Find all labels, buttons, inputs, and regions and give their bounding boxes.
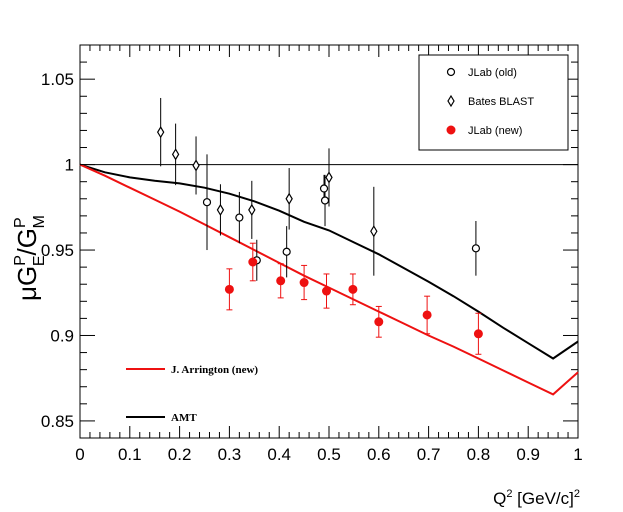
point-bates-blast (171, 148, 180, 161)
point-jlab-new (374, 317, 384, 327)
y-title-g1-sub: E (31, 255, 48, 266)
x-title-mid: [GeV/c] (512, 489, 573, 508)
curve-labels: J. Arrington (new) AMT (126, 364, 258, 424)
data-markers (156, 125, 483, 339)
x-tick-label: 0.7 (417, 445, 441, 464)
y-tick-label: 0.95 (41, 241, 74, 260)
x-tick-label: 0.8 (467, 445, 491, 464)
point-bates-blast (370, 225, 378, 238)
point-bates-blast (248, 203, 256, 217)
point-jlab-old (319, 184, 329, 193)
x-tick-label: 0.1 (118, 445, 142, 464)
x-tick-label: 0.6 (367, 445, 391, 464)
y-title-mu: μ (12, 286, 42, 301)
point-jlab-new (224, 284, 234, 294)
point-bates-blast (216, 203, 225, 217)
y-title-g2-sup: P (12, 217, 29, 228)
point-jlab-old (282, 247, 291, 256)
point-jlab-old (202, 198, 212, 207)
amt-label: AMT (171, 412, 197, 424)
x-axis: 0 0.1 0.2 0.3 0.4 0.5 0.6 0.7 0.8 0.9 1 (75, 45, 583, 464)
curve-amt (79, 163, 579, 360)
point-bates-blast (285, 192, 293, 205)
point-jlab-new (322, 286, 332, 296)
y-title-g2-sub: M (31, 215, 48, 228)
point-jlab-old (235, 213, 244, 222)
point-jlab-new (422, 310, 432, 320)
legend-label-jlab-old: JLab (old) (468, 67, 517, 79)
y-axis-title: μGP E/GP M (12, 215, 48, 301)
legend: JLab (old) Bates BLAST JLab (new) (418, 54, 569, 151)
legend-marker-jlab-old (446, 67, 456, 77)
point-bates-blast (156, 125, 165, 139)
legend-marker-bates (447, 94, 455, 108)
x-tick-label: 0.4 (267, 445, 291, 464)
x-axis-title: Q2 [GeV/c]2 (493, 488, 580, 508)
x-tick-label: 0.2 (168, 445, 192, 464)
y-tick-label: 0.85 (41, 412, 74, 431)
x-tick-label: 0.5 (317, 445, 341, 464)
legend-label-jlab-new: JLab (new) (468, 125, 522, 137)
x-title-base: Q (493, 489, 506, 508)
y-axis: 0.85 0.9 0.95 1 1.05 (41, 44, 578, 439)
y-title-g1: G (12, 266, 42, 286)
y-tick-label: 0.9 (50, 326, 74, 345)
point-jlab-new (299, 278, 309, 288)
point-jlab-old (320, 196, 330, 205)
y-title-g2: G (12, 228, 42, 248)
x-tick-label: 1 (573, 445, 582, 464)
point-jlab-old (471, 244, 481, 253)
legend-label-bates: Bates BLAST (468, 96, 534, 108)
point-jlab-new (348, 284, 358, 294)
y-tick-label: 1.05 (41, 70, 74, 89)
y-tick-label: 1 (65, 156, 74, 175)
point-bates-blast (325, 171, 333, 184)
legend-marker-jlab-new (446, 125, 456, 135)
arrington-label: J. Arrington (new) (171, 364, 258, 376)
point-jlab-new (248, 257, 258, 267)
x-tick-label: 0.9 (516, 445, 540, 464)
y-title-g1-sup: P (12, 255, 29, 266)
x-tick-label: 0.3 (218, 445, 242, 464)
legend-box (418, 54, 569, 151)
point-bates-blast (192, 159, 200, 172)
x-tick-label: 0 (75, 445, 84, 464)
point-jlab-new (276, 276, 286, 286)
x-title-sup: 2 (506, 488, 512, 500)
point-jlab-new (473, 329, 483, 339)
y-title-slash: / (12, 247, 42, 255)
x-title-sup2: 2 (574, 488, 580, 500)
